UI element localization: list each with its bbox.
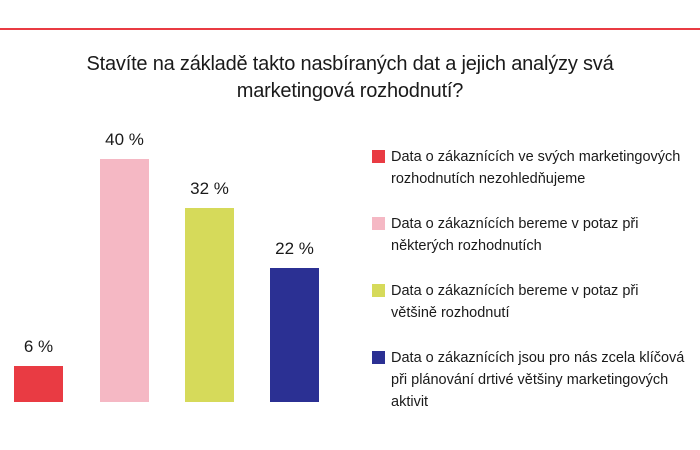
legend-item-3: Data o zákaznících bereme v potaz při vět…	[372, 280, 698, 324]
legend-swatch-icon	[372, 351, 385, 364]
legend-label-4: Data o zákaznících jsou pro nás zcela kl…	[391, 350, 685, 410]
legend-label-3: Data o zákaznících bereme v potaz při vět…	[391, 283, 639, 321]
legend-label-2: Data o zákaznících bereme v potaz při něk…	[391, 216, 639, 254]
top-divider-rule	[0, 28, 700, 30]
legend-swatch-icon	[372, 217, 385, 230]
bar-4	[270, 268, 319, 402]
chart-title-line-2: marketingová rozhodnutí?	[236, 80, 464, 102]
legend-item-2: Data o zákaznících bereme v potaz při něk…	[372, 213, 698, 257]
bar-2	[100, 159, 149, 402]
bar-value-label-4: 22 %	[275, 239, 314, 258]
bar-value-label-1: 6 %	[23, 337, 54, 356]
chart-title: Stavíte na základě takto nasbíraných dat…	[0, 51, 700, 105]
legend-label-1: Data o zákaznících ve svých marketingový…	[391, 149, 681, 187]
bar-chart: 6 % 40 % 32 % 22 %	[14, 130, 319, 402]
bar-value-label-2: 40 %	[105, 130, 144, 149]
legend-item-4: Data o zákaznících jsou pro nás zcela kl…	[372, 347, 698, 413]
legend-swatch-icon	[372, 284, 385, 297]
bar-3	[185, 208, 234, 402]
legend-swatch-icon	[372, 150, 385, 163]
legend: Data o zákaznících ve svých marketingový…	[372, 146, 698, 436]
legend-item-1: Data o zákaznících ve svých marketingový…	[372, 146, 698, 190]
bar-value-label-3: 32 %	[190, 179, 229, 198]
chart-title-line-1: Stavíte na základě takto nasbíraných dat…	[86, 53, 614, 75]
bar-1	[14, 366, 63, 402]
